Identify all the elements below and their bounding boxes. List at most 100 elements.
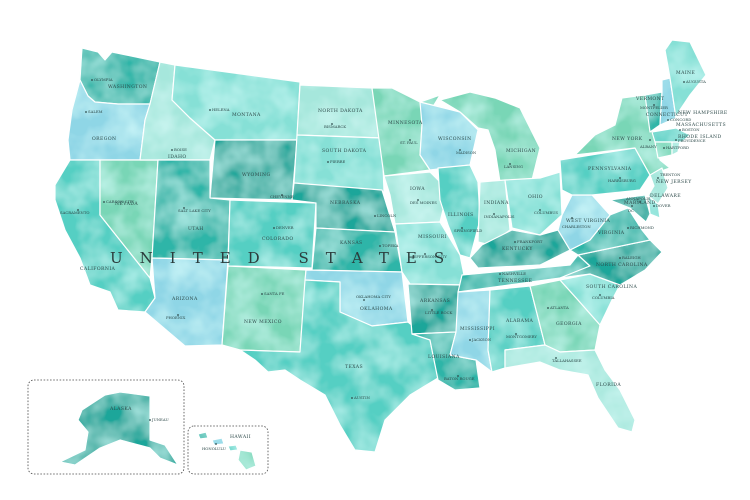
capital-richmond: RICHMOND (630, 225, 654, 230)
capital-dot-atlanta (547, 307, 549, 309)
capital-phoenix: PHOENIX (166, 315, 186, 320)
capital-dot-columbia (599, 294, 601, 296)
capital-raleigh: RALEIGH (622, 255, 641, 260)
capital-juneau: JUNEAU (151, 417, 170, 422)
label-arkansas: ARKANSAS (419, 298, 450, 304)
label-michigan: MICHIGAN (506, 148, 536, 154)
state-texas (239, 279, 439, 453)
capital-montpelier: MONTPELIER (640, 105, 668, 110)
capital-dot-des-moines (417, 199, 419, 201)
capital-dot-phoenix (177, 314, 179, 316)
map-title: UNITED STATES (110, 249, 461, 267)
capital-baton-rouge: BATON ROUGE (444, 376, 475, 381)
label-north-carolina: NORTH CAROLINA (596, 262, 648, 268)
label-massachusetts: MASSACHUSETTS (676, 122, 726, 128)
label-indiana: INDIANA (484, 200, 509, 206)
capital-dot-indianapolis (493, 213, 495, 215)
capital-salem: SALEM (88, 109, 103, 114)
capital-frankfort: FRANKFORT (517, 239, 543, 244)
capital-dot-helena (209, 109, 211, 111)
capital-dot-cheyenne (281, 194, 283, 196)
state-wyoming (209, 139, 298, 201)
label-california: CALIFORNIA (80, 266, 116, 272)
state-north-carolina (559, 239, 663, 286)
label-wyoming: WYOMING (242, 172, 271, 178)
capital-denver: DENVER (276, 225, 294, 230)
label-arizona: ARIZONA (171, 296, 198, 302)
label-new-hampshire: NEW HAMPSHIRE (678, 110, 728, 116)
capital-dot-dover (653, 205, 655, 207)
capital-dot-jackson (469, 339, 471, 341)
capital-dot-montpelier (653, 104, 655, 106)
capital-dot-olympia (91, 79, 93, 81)
capital-dot-annapolis (639, 201, 641, 203)
capital-dot-albany (649, 139, 651, 141)
label-south-carolina: SOUTH CAROLINA (586, 284, 637, 290)
capital-jackson: JACKSON (471, 337, 492, 342)
capital-carson-city: CARSON CITY (106, 199, 135, 204)
capital-dot-lincoln (374, 215, 376, 217)
capital-columbus: COLUMBUS (534, 210, 558, 215)
label-kentucky: KENTUCKY (502, 246, 533, 252)
capital-jefferson-city: JEFFERSON CITY (411, 254, 447, 259)
state-ohio (504, 171, 563, 236)
state-hawaii-2 (211, 437, 225, 446)
capital-cheyenne: CHEYENNE (270, 194, 294, 199)
state-arizona (144, 257, 229, 347)
capital-lansing: LANSING (504, 164, 523, 169)
label-delaware: DELAWARE (650, 193, 681, 199)
capital-austin: AUSTIN (353, 395, 371, 400)
capital-indianapolis: INDIANAPOLIS (484, 214, 515, 219)
capital-dot-juneau (149, 419, 151, 421)
capital-lincoln: LINCOLN (377, 213, 397, 218)
capital-dot-boston (679, 129, 681, 131)
capital-dot-boise (171, 149, 173, 151)
capital-dot-st-paul (409, 139, 411, 141)
capital-dc: DC (628, 208, 634, 213)
label-alabama: ALABAMA (505, 318, 533, 324)
capital-dot-santa-fe (261, 293, 263, 295)
label-west-virginia: WEST VIRGINIA (566, 218, 610, 224)
label-alaska: ALASKA (109, 406, 132, 412)
label-louisiana: LOUISIANA (428, 354, 460, 360)
capital-dot-augusta (683, 81, 685, 83)
state-maine (664, 39, 707, 119)
state-hawaii-1 (197, 431, 209, 440)
capital-dot-nashville (499, 273, 501, 275)
capital-oklahoma-city: OKLAHOMA CITY (356, 294, 391, 299)
capital-santa-fe: SANTA FE (264, 291, 285, 296)
capital-providence: PROVIDENCE (678, 138, 706, 143)
capital-dot-oklahoma-city (363, 299, 365, 301)
state-washington (79, 47, 161, 105)
label-oklahoma: OKLAHOMA (360, 306, 393, 312)
label-minnesota: MINNESOTA (388, 120, 423, 126)
label-missouri: MISSOURI (418, 234, 447, 240)
label-washington: WASHINGTON (108, 84, 147, 90)
capital-dot-little-rock (431, 309, 433, 311)
capital-harrisburg: HARRISBURG (608, 178, 636, 183)
capital-charleston: CHARLESTON (562, 224, 591, 229)
label-rhode-island: RHODE ISLAND (678, 134, 722, 140)
label-georgia: GEORGIA (556, 321, 582, 327)
capital-montgomery: MONTGOMERY (506, 334, 537, 339)
label-new-york: NEW YORK (612, 136, 643, 142)
capital-dot-charleston (571, 217, 573, 219)
capital-dot-jefferson-city (424, 253, 426, 255)
label-pennsylvania: PENNSYLVANIA (588, 166, 632, 172)
capital-dot-raleigh (619, 257, 621, 259)
capital-dot-frankfort (514, 241, 516, 243)
capital-bismarck: BISMARCK (324, 124, 346, 129)
capital-dot-trenton (657, 177, 659, 179)
state-florida (504, 344, 636, 433)
label-connecticut: CONNECTICUT (646, 112, 688, 118)
state-delaware (647, 195, 661, 219)
capital-honolulu: HONOLULU (202, 446, 227, 451)
label-south-dakota: SOUTH DAKOTA (322, 148, 367, 154)
capital-columbia: COLUMBIA (592, 295, 615, 300)
state-alaska (59, 391, 179, 466)
state-new-hampshire (659, 77, 677, 126)
capital-dot-baton-rouge (457, 375, 459, 377)
capital-dot-dc (631, 205, 633, 207)
capital-dot-montgomery (515, 333, 517, 335)
capital-hartford: HARTFORD (666, 145, 689, 150)
